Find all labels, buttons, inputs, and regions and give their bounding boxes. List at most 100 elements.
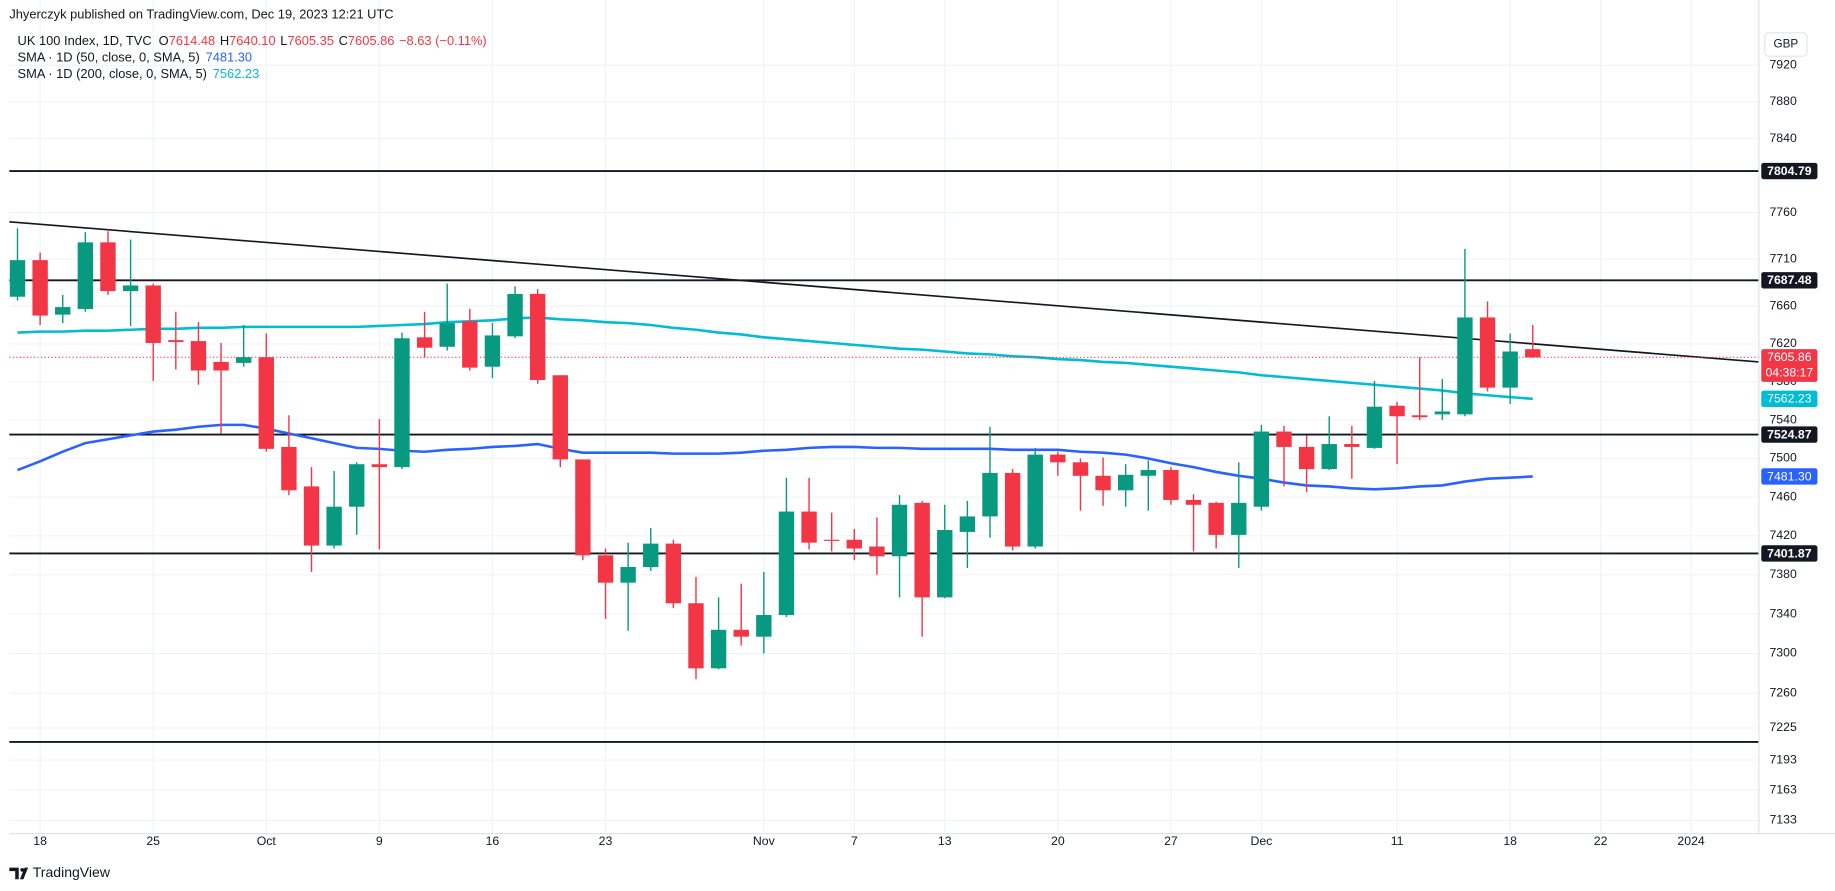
axes: 18 25 Oct 9 16 23 Nov 7 13 20 27 Dec 11 18 22 2024 7920 7… [9,0,1835,848]
candle-body [1479,317,1496,388]
x-tick-label: 16 [486,834,500,848]
x-tick-label: Oct [257,834,277,848]
x-tick-label: 18 [33,834,47,848]
published-note: Jhyerczyk published on TradingView.com, … [9,7,393,22]
candle-body [1253,431,1270,507]
currency[interactable]: GBP [1774,38,1799,51]
ohlc-value: 7614.48 [169,34,215,49]
candle-body [1389,405,1405,417]
candle-body [1095,475,1111,491]
candle-body [303,486,320,546]
candle-body [756,615,772,637]
candle-body [1140,470,1156,476]
candle-body [439,323,455,347]
level-badge-label: 7687.48 [1767,273,1812,287]
x-tick-label: 11 [1391,834,1404,848]
sma-line [17,316,1533,401]
series-name: SMA · 1D (50, close, 0, SMA, 5) [18,50,200,65]
candle-body [77,242,94,309]
candle-body [32,260,48,316]
y-tick-label: 7460 [1769,489,1796,503]
level-badge-label: 7524.87 [1767,427,1812,441]
candle-body [168,340,184,343]
y-tick-label: 7920 [1769,58,1796,72]
candle-body [55,307,71,315]
y-tick-label: 7300 [1769,646,1796,660]
ohlc-key: H [220,34,229,49]
candle-body [1321,444,1337,470]
series-legend-value: 7481.30 [206,50,252,65]
y-tick-label: 7710 [1769,251,1796,265]
candle-body [1050,454,1066,463]
y-tick-label: 7840 [1769,131,1796,145]
candle-body [235,357,252,363]
y-tick-label: 7380 [1769,567,1796,581]
candle-body [190,341,207,371]
level-badge [1761,162,1818,180]
symbol-legend: UK 100 Index, 1D, TVC O7614.48 H7640.10 L76… [18,34,487,49]
series-legend-value: 7562.23 [213,66,259,81]
series-name: SMA · 1D (200, close, 0, SMA, 5) [18,66,207,81]
candle-body [484,335,501,367]
candle-body [733,629,749,637]
level-badge-label: 7804.79 [1767,164,1812,178]
candle-body [1027,454,1043,547]
x-tick-label: 20 [1051,834,1065,848]
candle-body [665,543,682,604]
candle-body [1072,462,1089,476]
candle-body [937,530,953,598]
candle-body [1163,470,1179,500]
series-legend: SMA · 1D (200, close, 0, SMA, 5) 7562.23 [18,66,260,81]
candle-body [145,285,161,343]
price-badge-label: 7562.23 [1767,392,1812,406]
price-badge [1761,349,1818,382]
candle-body [1457,317,1473,415]
series-legend: SMA · 1D (50, close, 0, SMA, 5) 7481.30 [18,50,253,65]
candle-body [891,504,908,557]
candle-body [100,242,116,292]
price-badge [1761,390,1818,408]
candle-body [9,260,26,297]
candle-body [507,293,523,337]
countdown: 04:38:17 [1765,365,1813,379]
x-tick-label: Nov [753,834,776,848]
currency-box[interactable] [1764,32,1808,57]
price-badge [1761,468,1818,485]
candle-body [1117,474,1134,491]
candles [9,228,1541,680]
x-tick-label: 23 [599,834,613,848]
level-badge-label: 7401.87 [1767,546,1812,560]
currency-button[interactable]: GBP [1764,32,1808,57]
candle-body [914,502,930,598]
candle-body [258,357,274,449]
ohlc-key: L [280,34,287,49]
candle-body [462,321,478,368]
y-tick-label: 7340 [1769,606,1796,620]
x-tick-label: 9 [376,834,383,848]
ohlc-value: 7605.86 [348,34,394,49]
candle-body [1434,411,1450,415]
symbol: UK 100 Index, 1D, TVC [18,34,152,49]
candle-body [846,539,862,549]
y-tick-label: 7620 [1769,336,1796,350]
candle-body [1525,349,1541,358]
change: −8.63 (−0.11%) [399,34,487,49]
y-tick-label: 7133 [1769,813,1796,827]
candle-body [371,464,388,468]
candle-body [710,629,727,669]
candle-body [869,546,885,557]
level-badge [1761,426,1818,443]
y-tick-label: 7540 [1769,412,1796,426]
ohlc-value: 7605.35 [287,34,333,49]
candle-body [1344,444,1360,447]
y-tick-label: 7760 [1769,205,1796,219]
candle-body [326,506,342,546]
candle-body [823,539,840,541]
ohlc-key: O [159,34,169,49]
candle-body [1366,406,1383,448]
y-tick-label: 7260 [1769,685,1796,699]
candle-body [394,338,410,468]
candle-body [620,567,636,583]
